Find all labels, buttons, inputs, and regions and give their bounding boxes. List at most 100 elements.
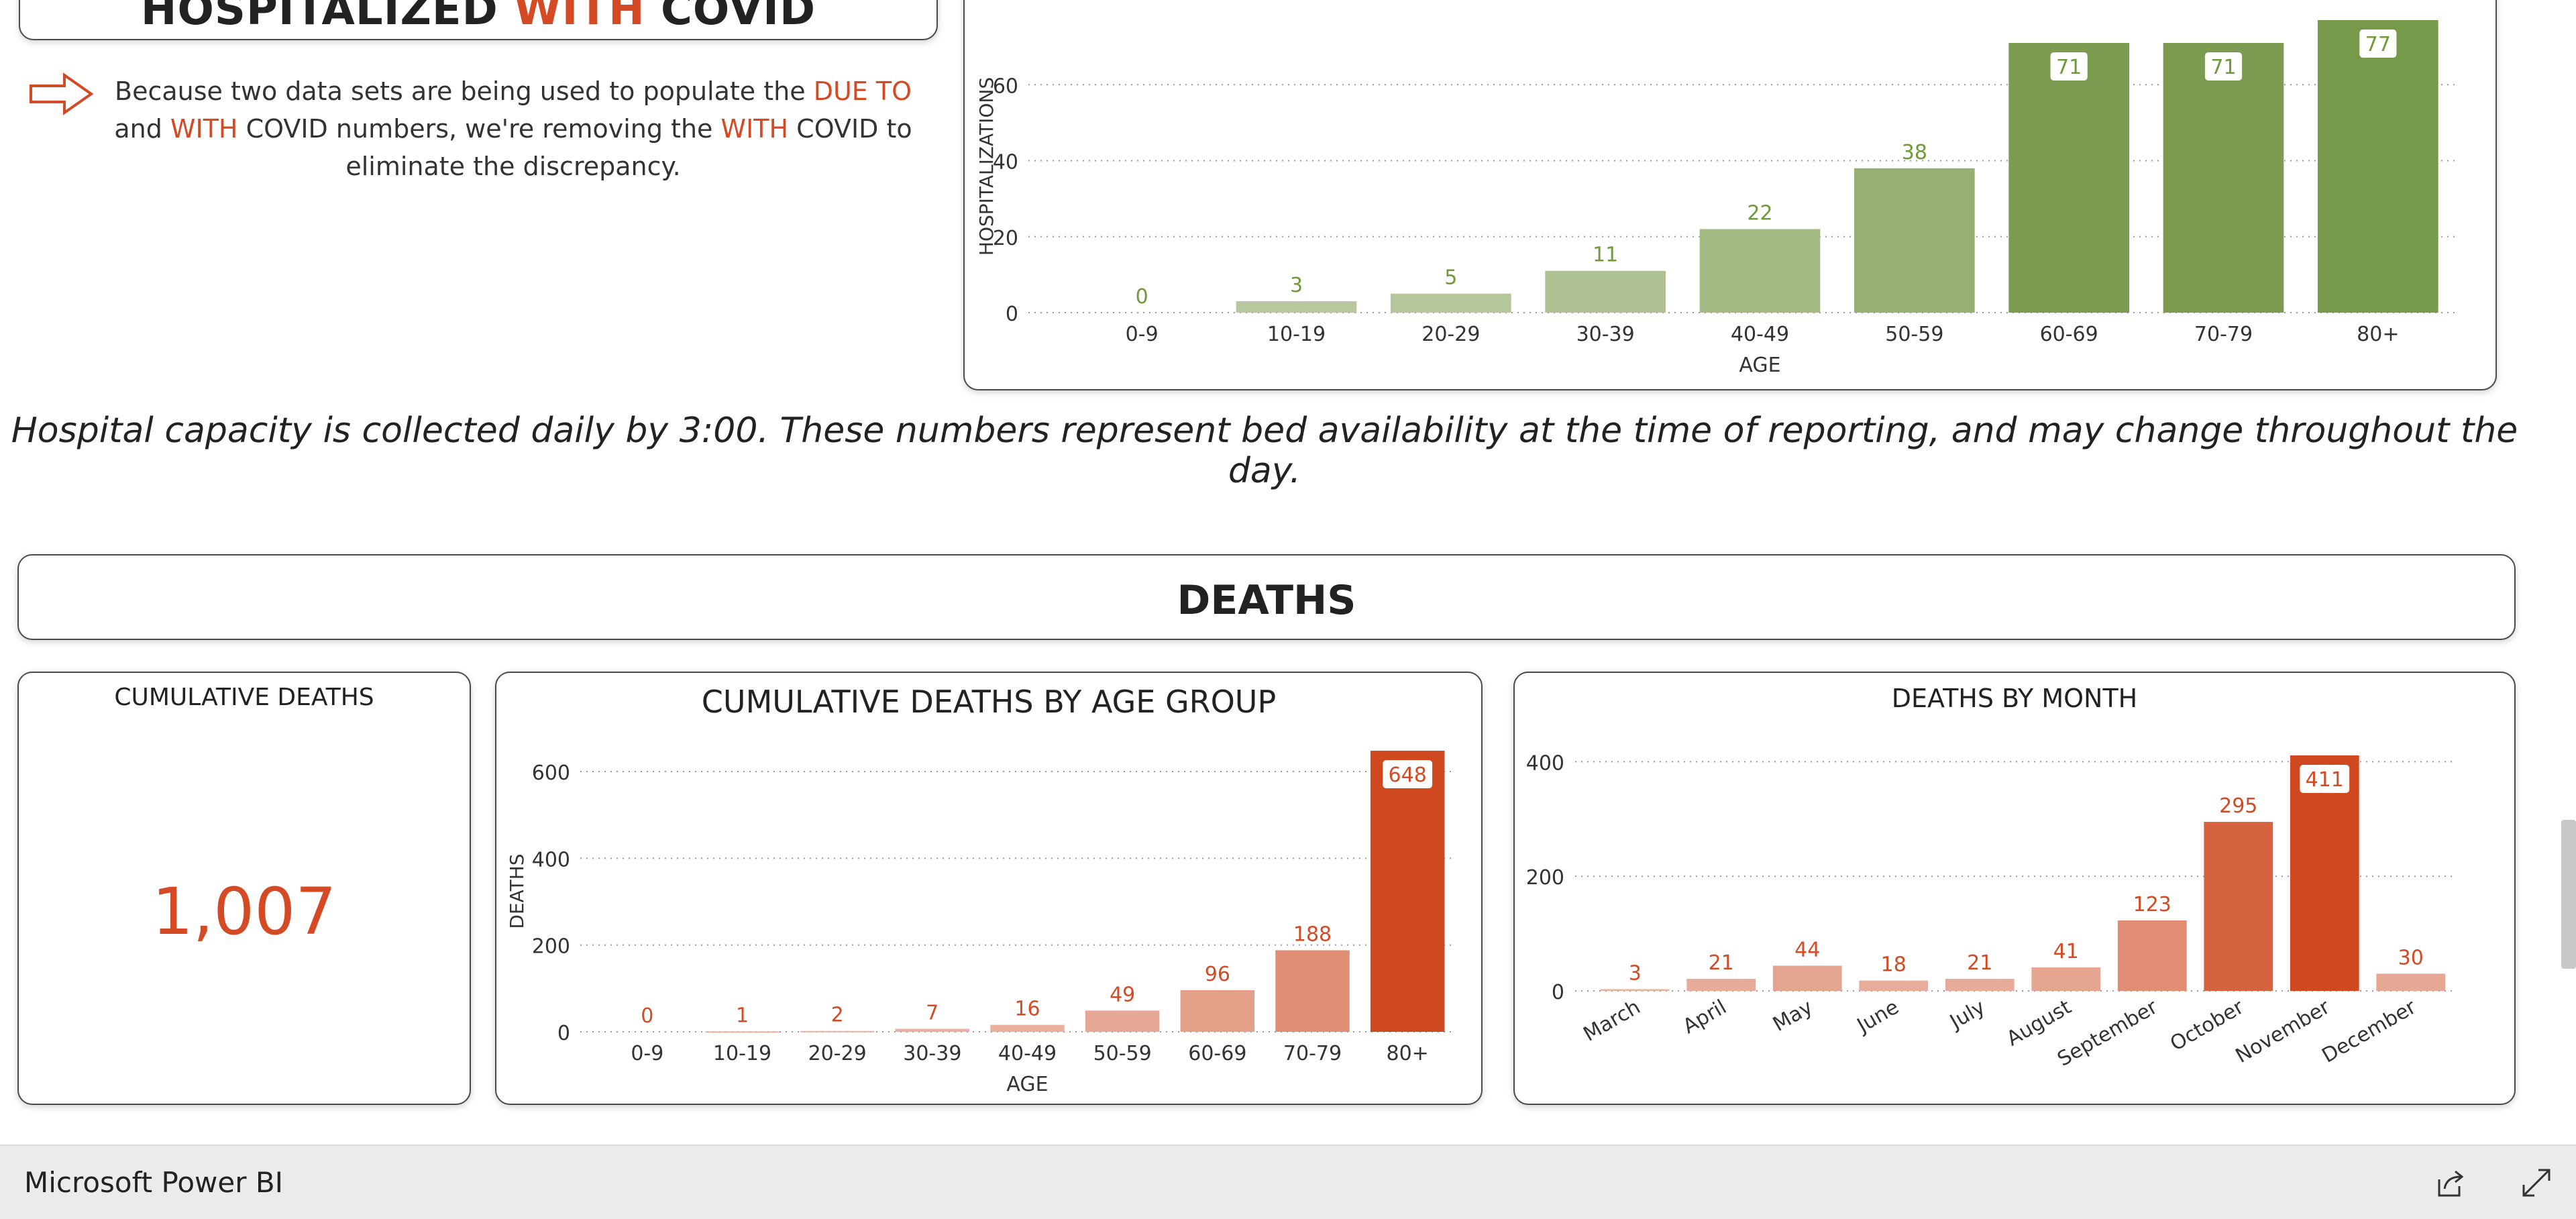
data-label: 21 <box>1967 951 1992 975</box>
bar[interactable] <box>1391 293 1511 313</box>
data-label: 41 <box>2053 940 2079 963</box>
data-label-box <box>1383 760 1433 788</box>
bar[interactable] <box>2318 20 2438 313</box>
data-label: 71 <box>2210 56 2236 79</box>
hospitalizations-by-age-chart[interactable]: 0 20 40 60 0 0-9 3 10-19 5 20-29 11 30-39 22 40-49 38 5… <box>965 0 2496 389</box>
bar[interactable] <box>2204 822 2273 991</box>
data-label: 2 <box>831 1004 844 1027</box>
y-tick-label: 0 <box>1006 303 1018 326</box>
hospitalized-title: HOSPITALIZED WITH COVID <box>20 0 936 35</box>
x-tick-label: 40-49 <box>1731 323 1789 346</box>
x-tick-label: 10-19 <box>713 1042 771 1065</box>
bar[interactable] <box>1600 989 1670 991</box>
bar[interactable] <box>1859 980 1929 991</box>
note-part-3: COVID numbers, we're removing the <box>237 114 721 144</box>
bar[interactable] <box>2117 920 2187 991</box>
bar[interactable] <box>2376 973 2446 991</box>
bar[interactable] <box>895 1028 970 1032</box>
y-tick-label: 200 <box>1526 866 1564 890</box>
x-tick-label: 0-9 <box>631 1042 663 1065</box>
bar[interactable] <box>705 1031 780 1033</box>
bar[interactable] <box>1275 950 1350 1032</box>
data-label-box <box>2050 52 2088 81</box>
bar[interactable] <box>1085 1010 1160 1032</box>
bar[interactable] <box>2163 42 2284 313</box>
bar[interactable] <box>2290 755 2359 991</box>
share-icon[interactable] <box>2432 1166 2466 1200</box>
note-with-2: WITH <box>720 114 789 144</box>
data-label: 30 <box>2398 946 2424 969</box>
data-label: 188 <box>1293 922 1332 946</box>
data-label: 71 <box>2056 56 2082 79</box>
data-label: 22 <box>1747 201 1772 225</box>
bar[interactable] <box>800 1030 875 1032</box>
data-label: 3 <box>1629 961 1642 985</box>
data-label-box <box>2359 30 2397 58</box>
deaths-by-month-card[interactable]: DEATHS BY MONTH 0 200 400 3 March 21 April 44 Ma… <box>1513 672 2516 1105</box>
hospital-capacity-note: Hospital capacity is collected daily by … <box>11 411 2518 491</box>
hospitalized-title-card: HOSPITALIZED WITH COVID <box>19 0 938 40</box>
bar[interactable] <box>2008 42 2129 313</box>
x-tick-label: 80+ <box>1387 1042 1429 1065</box>
data-label: 16 <box>1014 998 1040 1021</box>
x-axis-title: AGE <box>1006 1073 1048 1096</box>
x-tick-label: April <box>1679 996 1731 1039</box>
bar[interactable] <box>1772 965 1842 991</box>
x-tick-label: December <box>2318 995 2421 1067</box>
x-tick-label: 60-69 <box>1188 1042 1246 1065</box>
data-label: 49 <box>1110 983 1135 1006</box>
y-tick-label: 200 <box>532 935 570 959</box>
x-tick-label: 30-39 <box>1576 323 1635 346</box>
data-label-box <box>2300 765 2350 793</box>
note-due-to: DUE TO <box>813 76 912 106</box>
cumulative-deaths-card[interactable]: CUMULATIVE DEATHS 1,007 <box>17 672 471 1105</box>
x-tick-label: 60-69 <box>2040 323 2098 346</box>
y-tick-label: 0 <box>557 1022 570 1045</box>
data-label: 1 <box>736 1004 749 1027</box>
note-with-1: WITH <box>170 114 238 144</box>
data-label: 411 <box>2306 768 2344 792</box>
hospitalized-title-suffix: COVID <box>645 0 816 35</box>
deaths-by-month-chart[interactable]: 0 200 400 3 March 21 April 44 May 18 June 21 July 41 A… <box>1515 673 2514 1104</box>
bar[interactable] <box>1180 990 1255 1032</box>
power-bi-brand[interactable]: Microsoft Power BI <box>24 1166 284 1199</box>
bar[interactable] <box>1945 979 2015 991</box>
hospitalizations-chart-card[interactable]: 0 20 40 60 0 0-9 3 10-19 5 20-29 11 30-39 22 40-49 38 5… <box>963 0 2497 390</box>
x-axis-title: AGE <box>1739 354 1780 377</box>
y-tick-label: 600 <box>532 761 570 785</box>
x-tick-label: 70-79 <box>1283 1042 1342 1065</box>
deaths-by-age-card[interactable]: CUMULATIVE DEATHS BY AGE GROUP 0 200 400 60… <box>495 672 1483 1105</box>
bar[interactable] <box>1699 229 1821 313</box>
data-label: 11 <box>1593 244 1618 267</box>
data-label: 21 <box>1709 951 1734 975</box>
bar[interactable] <box>1236 301 1357 313</box>
x-tick-label: 70-79 <box>2194 323 2253 346</box>
deaths-by-age-title: CUMULATIVE DEATHS BY AGE GROUP <box>701 684 1277 720</box>
x-tick-label: 50-59 <box>1885 323 1943 346</box>
note-part-4: COVID to eliminate the discrepancy. <box>345 114 912 181</box>
page-scrollbar-thumb[interactable] <box>2561 820 2576 969</box>
y-tick-label: 400 <box>532 848 570 871</box>
x-tick-label: March <box>1580 996 1645 1047</box>
expand-icon[interactable] <box>2520 1166 2553 1200</box>
y-tick-label: 40 <box>993 151 1018 174</box>
data-label: 38 <box>1902 141 1927 164</box>
x-tick-label: 10-19 <box>1267 323 1326 346</box>
bar[interactable] <box>990 1024 1065 1032</box>
x-tick-label: 0-9 <box>1126 323 1159 346</box>
deaths-by-age-chart[interactable]: 0 200 400 600 0 0-9 1 10-19 2 20-29 7 30-39 16 40-49 4… <box>496 673 1481 1104</box>
bar[interactable] <box>1370 751 1445 1032</box>
bar[interactable] <box>1854 168 1975 313</box>
bar[interactable] <box>1686 979 1756 991</box>
y-axis-title: HOSPITALIZATIONS <box>975 77 998 256</box>
bar[interactable] <box>1545 270 1666 313</box>
data-label: 295 <box>2219 794 2257 818</box>
data-label-box <box>2204 52 2243 81</box>
power-bi-footer: Microsoft Power BI <box>0 1145 2576 1219</box>
x-tick-label: 30-39 <box>903 1042 961 1065</box>
hospitalized-title-highlight: WITH <box>514 0 645 35</box>
data-label: 96 <box>1205 963 1230 986</box>
y-axis-title: DEATHS <box>506 853 528 929</box>
bar[interactable] <box>2031 967 2101 991</box>
x-tick-label: 20-29 <box>808 1042 867 1065</box>
